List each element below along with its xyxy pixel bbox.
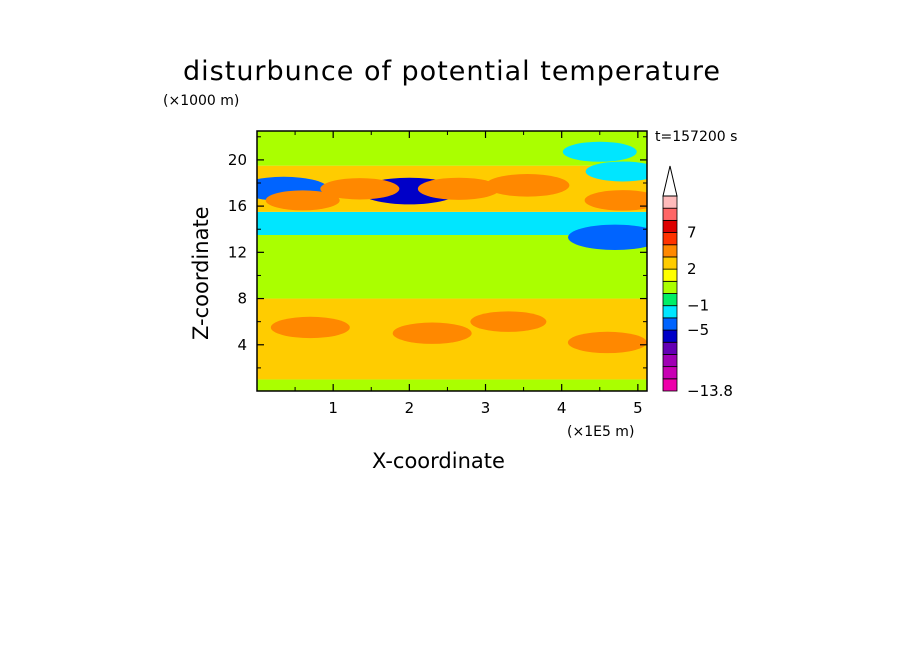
colorbar-label: −5 [687, 321, 709, 339]
colorbar-swatch [662, 280, 678, 294]
plot-frame [256, 130, 648, 392]
x-tick-label: 3 [481, 399, 491, 417]
field-feature [568, 224, 647, 250]
colorbar-swatch [662, 378, 678, 392]
colorbar-swatch [662, 293, 678, 307]
colorbar-label: −1 [687, 297, 709, 315]
colorbar-label: 2 [687, 260, 697, 278]
colorbar-swatch [662, 341, 678, 355]
x-tick-label: 4 [557, 399, 567, 417]
colorbar-swatch [662, 232, 678, 246]
colorbar: 7 2 −1 −5 −13.8 [662, 165, 733, 400]
field-feature [392, 322, 472, 344]
field-feature [485, 173, 570, 197]
chart-title: disturbunce of potential temperature [183, 56, 721, 87]
x-axis-unit: (×1E5 m) [567, 424, 635, 440]
field-layer [257, 211, 647, 235]
colorbar-swatch [662, 268, 678, 282]
field-feature [567, 331, 647, 354]
colorbar-swatch [662, 207, 678, 221]
y-tick-label: 8 [237, 290, 247, 308]
field-feature [265, 190, 340, 211]
x-tick-label: 5 [633, 399, 643, 417]
time-stamp: t=157200 s [655, 129, 738, 145]
colorbar-label: −13.8 [687, 382, 733, 400]
colorbar-swatch [662, 219, 678, 233]
field-feature [585, 161, 647, 182]
colorbar-swatch [662, 256, 678, 270]
field-feature [270, 316, 350, 339]
colorbar-swatch [662, 366, 678, 380]
colorbar-swatch [662, 329, 678, 343]
colorbar-extend-arrow [662, 165, 678, 197]
colorbar-swatch [662, 195, 678, 209]
y-tick-label: 16 [228, 197, 247, 215]
x-tick-label: 1 [328, 399, 338, 417]
field-feature [562, 141, 637, 162]
y-axis-unit: (×1000 m) [163, 93, 240, 109]
y-tick-label: 4 [237, 336, 247, 354]
colorbar-swatch [662, 244, 678, 258]
colorbar-swatch [662, 354, 678, 368]
y-tick-label: 12 [228, 243, 247, 261]
x-tick-label: 2 [405, 399, 415, 417]
field-layer [257, 379, 647, 391]
y-tick-label: 20 [228, 151, 247, 169]
colorbar-swatch [662, 305, 678, 319]
field-feature [417, 177, 500, 200]
colorbar-label: 7 [687, 224, 697, 242]
x-axis-label: X-coordinate [372, 449, 505, 473]
contour-field [257, 131, 647, 391]
colorbar-swatch [662, 317, 678, 331]
field-feature [320, 178, 400, 200]
field-feature [584, 190, 647, 211]
field-feature [470, 311, 547, 332]
